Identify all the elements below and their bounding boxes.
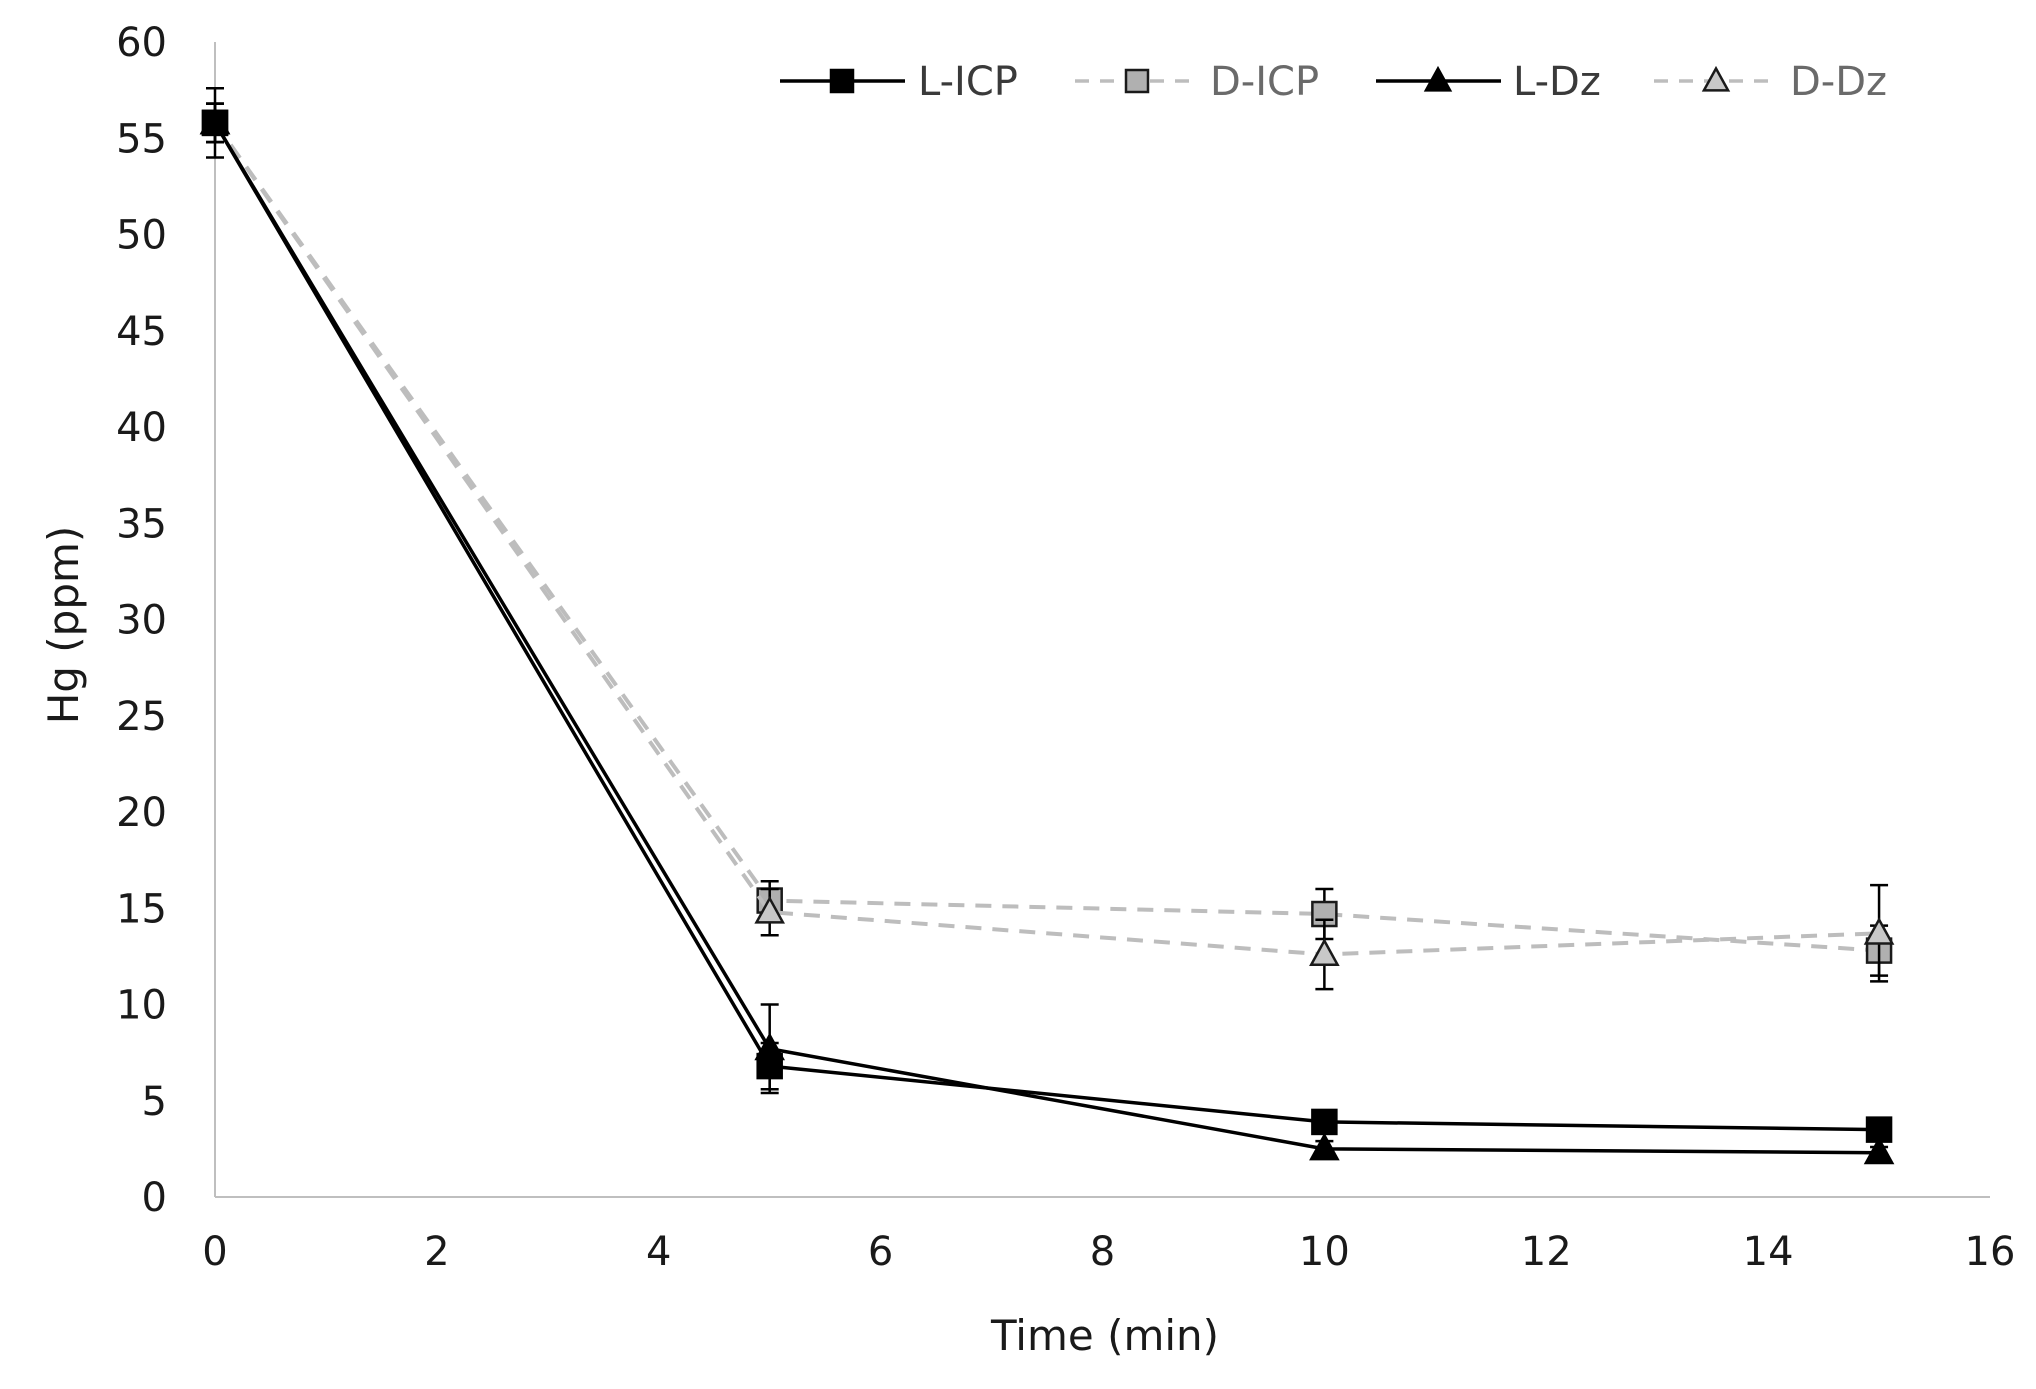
x-tick-label: 16 [1965, 1229, 2016, 1275]
x-tick-label: 6 [868, 1229, 893, 1275]
series-line-l-dz [213, 121, 1880, 1155]
series-l-icp [201, 86, 1893, 1143]
axes: 0 5 10 15 20 25 30 35 40 45 50 55 60 0 2 4 6 8 10 12 14 16 [116, 20, 2015, 1275]
legend-label-d-icp: D-ICP [1210, 59, 1319, 105]
series-line-d-dz [213, 121, 1880, 957]
data-point-l-dz [1863, 1136, 1895, 1165]
series-layer [199, 86, 1895, 1165]
data-point-l-dz [754, 1032, 786, 1061]
y-tick-label: 30 [116, 598, 167, 644]
x-tick-label: 10 [1299, 1229, 1350, 1275]
legend-label-l-dz: L-Dz [1513, 59, 1601, 105]
data-point-l-dz [199, 106, 231, 135]
legend-label-d-dz: D-Dz [1790, 59, 1887, 105]
legend-marker-l-icp [829, 68, 855, 94]
y-axis-title: Hg (ppm) [39, 526, 88, 725]
data-point-d-dz [754, 895, 786, 924]
y-tick-label: 45 [116, 309, 167, 355]
data-point-l-dz [1309, 1132, 1340, 1161]
x-tick-label: 0 [202, 1229, 227, 1275]
x-tick-label: 14 [1743, 1229, 1794, 1275]
x-axis-title: Time (min) [990, 1311, 1219, 1360]
data-point-d-dz [1309, 938, 1340, 966]
y-tick-label: 15 [116, 886, 167, 932]
series-line-l-icp [213, 121, 1880, 1132]
y-tick-label: 50 [116, 213, 167, 259]
series-l-dz [199, 102, 1895, 1165]
legend-item-d-icp: D-ICP [1075, 59, 1319, 105]
y-tick-label: 35 [116, 501, 167, 547]
data-point-l-icp [1311, 1108, 1338, 1136]
legend-label-l-icp: L-ICP [918, 59, 1018, 105]
y-tick-label: 5 [142, 1079, 167, 1125]
legend: L-ICP D-ICP L-Dz D-Dz [780, 59, 1887, 105]
x-tick-label: 8 [1090, 1229, 1115, 1275]
y-tick-label: 10 [116, 983, 167, 1029]
y-tick-label: 0 [142, 1175, 167, 1221]
legend-item-l-icp: L-ICP [780, 59, 1018, 105]
series-d-dz [199, 102, 1895, 991]
x-tick-label: 2 [424, 1229, 449, 1275]
legend-item-d-dz: D-Dz [1654, 59, 1887, 105]
data-point-d-dz [1863, 917, 1895, 945]
y-tick-label: 55 [116, 116, 167, 162]
y-tick-label: 40 [116, 405, 167, 451]
legend-item-l-dz: L-Dz [1376, 59, 1601, 105]
y-tick-label: 60 [116, 20, 167, 66]
x-tick-label: 4 [646, 1229, 671, 1275]
legend-marker-d-icp [1124, 68, 1150, 94]
y-tick-label: 25 [116, 694, 167, 740]
series-d-icp [201, 102, 1893, 977]
data-point-l-icp [1865, 1116, 1893, 1143]
y-tick-label: 20 [116, 790, 167, 836]
legend-marker-d-dz [1701, 65, 1731, 92]
series-line-d-icp [213, 121, 1880, 953]
x-tick-label: 12 [1521, 1229, 1572, 1275]
legend-marker-l-dz [1423, 65, 1453, 92]
